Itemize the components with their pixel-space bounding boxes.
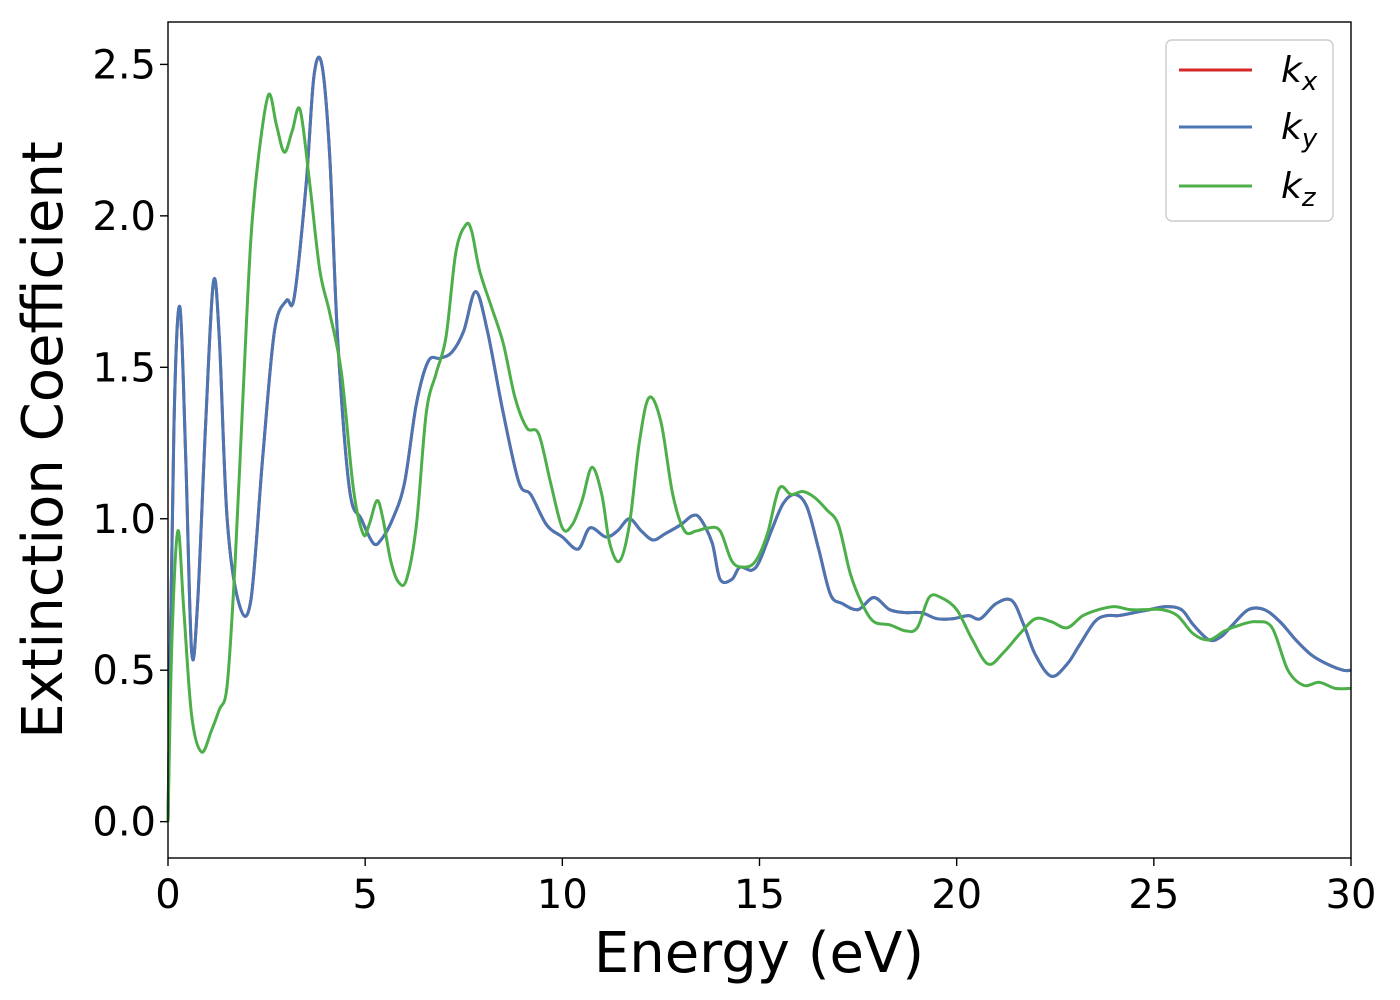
y-tick-label: 1.0 — [92, 497, 156, 543]
y-tick-label: 1.5 — [92, 345, 156, 391]
x-axis-title: Energy (eV) — [594, 921, 924, 986]
y-axis: 0.0 0.5 1.0 1.5 2.0 2.5 — [92, 42, 168, 846]
x-tick-label: 15 — [734, 872, 785, 918]
x-axis: 0 5 10 15 20 25 30 — [155, 858, 1376, 918]
legend-box — [1165, 39, 1334, 222]
legend: kx ky kz — [1165, 39, 1334, 222]
series-line-ky — [166, 55, 1352, 822]
series-line-kz — [166, 92, 1352, 822]
x-tick-label: 10 — [537, 872, 588, 918]
x-tick-label: 5 — [352, 872, 377, 918]
y-tick-label: 2.5 — [92, 42, 156, 88]
y-tick-label: 0.5 — [92, 648, 156, 694]
legend-label-kz: kz — [1281, 166, 1317, 213]
y-tick-label: 0.0 — [92, 800, 156, 846]
y-tick-label: 2.0 — [92, 194, 156, 240]
legend-label-ky: ky — [1281, 107, 1318, 154]
y-axis-title: Extinction Coefficient — [11, 141, 76, 739]
series-layer — [166, 55, 1352, 822]
x-tick-label: 0 — [155, 872, 180, 918]
x-tick-label: 20 — [931, 872, 982, 918]
x-tick-label: 30 — [1326, 872, 1377, 918]
legend-label-kx: kx — [1281, 50, 1318, 97]
x-tick-label: 25 — [1128, 872, 1179, 918]
